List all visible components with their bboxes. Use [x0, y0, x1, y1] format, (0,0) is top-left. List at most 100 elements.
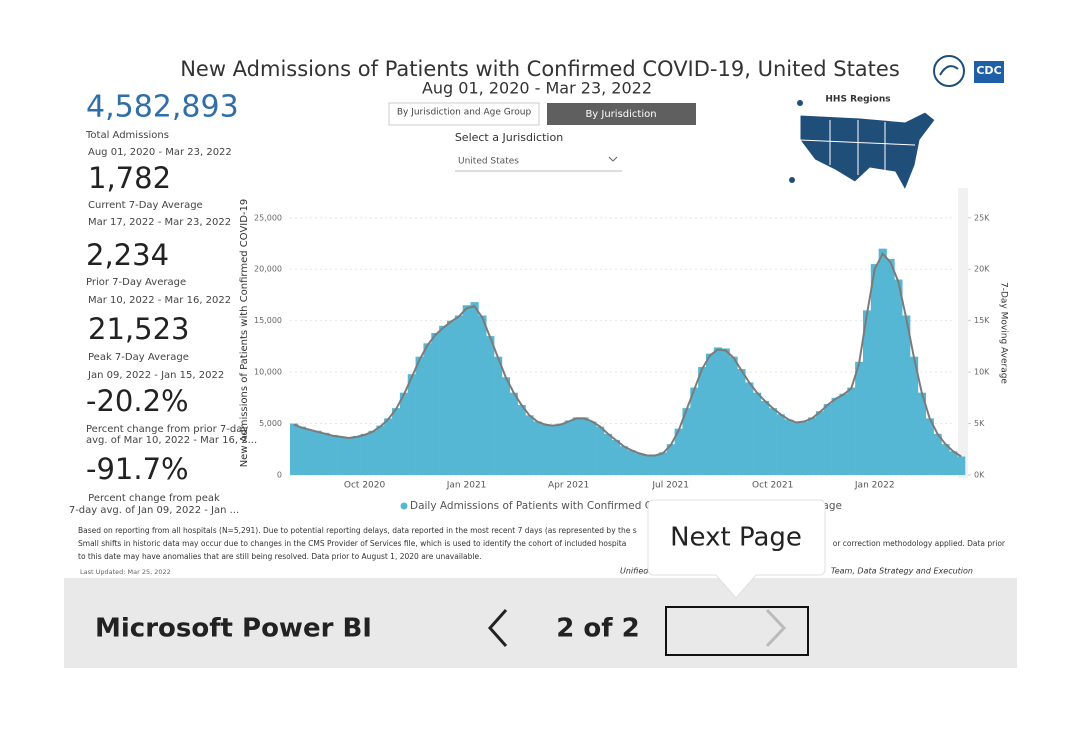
kpi-period: Mar 10, 2022 - Mar 16, 2022 [88, 295, 231, 306]
line [293, 252, 962, 458]
bar [713, 347, 722, 475]
bar [533, 421, 542, 475]
kpi-period: Aug 01, 2020 - Mar 23, 2022 [88, 147, 232, 158]
bar [517, 405, 526, 475]
bar [839, 393, 848, 475]
last-updated: Last Updated: Mar 25, 2022 [80, 568, 171, 576]
kpi-label: avg. of Mar 10, 2022 - Mar 16, 2... [86, 435, 257, 446]
y2-tick-label: 15K [974, 316, 990, 325]
map-territory [789, 177, 795, 183]
select-label: Select a Jurisdiction [455, 131, 563, 144]
scrollbar [958, 188, 968, 478]
x-tick-label: Oct 2021 [752, 481, 793, 491]
bar [344, 437, 354, 475]
kpi-period: Mar 17, 2022 - Mar 23, 2022 [88, 217, 231, 228]
bar [603, 433, 613, 475]
x-tick-label: Jan 2022 [854, 481, 895, 491]
kpi-value: 2,234 [86, 238, 169, 272]
bar [878, 248, 887, 475]
kpi-value: -20.2% [86, 384, 189, 418]
credit: Team, Data Strategy and Execution [831, 567, 973, 576]
cdc-logo-text: CDC [976, 64, 1001, 77]
bar [501, 377, 511, 475]
bar [910, 356, 919, 475]
bar [705, 353, 715, 475]
credit: Unified [620, 567, 649, 576]
bar [847, 387, 856, 475]
kpi-value: -91.7% [86, 452, 189, 486]
tab[interactable] [388, 102, 540, 126]
bar [651, 455, 660, 475]
footer-bar [64, 578, 1017, 668]
dropdown[interactable] [455, 156, 622, 172]
y-tick-label: 0 [277, 471, 282, 480]
footnote: Small shifts in historic data may occur … [78, 539, 626, 548]
y2-axis-title: 7-Day Moving Average [999, 282, 1009, 384]
bar [666, 444, 675, 475]
bar [760, 400, 770, 475]
footnote: Based on reporting from all hospitals (N… [78, 526, 637, 535]
bar [619, 446, 628, 475]
next-page-button[interactable] [665, 606, 809, 656]
bar [384, 418, 393, 475]
bar [305, 429, 314, 475]
legend-label: Daily Admissions of Patients with Confir… [410, 500, 696, 512]
kpi-label: Prior 7-Day Average [86, 277, 186, 288]
tab-active[interactable] [547, 103, 696, 125]
title: New Admissions of Patients with Confirme… [180, 57, 900, 81]
bar [698, 366, 707, 475]
bar [399, 392, 409, 475]
bar [768, 408, 777, 475]
bar [721, 348, 730, 475]
x-tick-label: Apr 2021 [548, 481, 589, 491]
bar [525, 415, 534, 475]
bar [290, 423, 299, 475]
page-indicator: 2 of 2 [556, 614, 639, 644]
footnote: or correction methodology applied. Data … [833, 539, 1006, 548]
bar [862, 310, 872, 475]
bar [933, 433, 942, 475]
bar [297, 426, 306, 475]
bar [627, 450, 636, 475]
bar [776, 414, 785, 475]
kpi-period: Jan 09, 2022 - Jan 15, 2022 [87, 370, 224, 381]
y-axis-title: New Admissions of Patients with Confirme… [239, 199, 250, 468]
bar [753, 392, 762, 475]
bar [541, 424, 550, 475]
bar [800, 421, 809, 475]
bar [855, 361, 864, 475]
subtitle: Aug 01, 2020 - Mar 23, 2022 [422, 79, 652, 98]
dropdown-value: United States [458, 157, 519, 167]
bar [415, 356, 424, 475]
map-title: HHS Regions [825, 95, 890, 105]
bar [572, 417, 581, 475]
bar [784, 419, 793, 475]
bar [792, 422, 801, 475]
kpi-label: Percent change from peak [88, 493, 220, 504]
bar [831, 397, 840, 475]
bar [470, 302, 479, 475]
bar [321, 432, 330, 475]
hhs-logo [933, 55, 965, 87]
kpi-value: 1,782 [88, 161, 171, 195]
bar [745, 382, 754, 475]
bar [894, 279, 903, 475]
y2-tick-label: 20K [974, 265, 990, 274]
bar [431, 333, 440, 475]
prev-page[interactable] [487, 609, 508, 647]
hhs-map[interactable] [799, 111, 936, 192]
bar [957, 456, 966, 475]
bar [674, 428, 683, 475]
footnote: to this date may have anomalies that are… [78, 552, 481, 561]
tab-label: By Jurisdiction and Age Group [397, 108, 532, 118]
bar [509, 392, 518, 475]
bar [596, 426, 605, 475]
kpi-value: 4,582,893 [86, 90, 239, 125]
y2-tick-label: 10K [974, 368, 990, 377]
bar [808, 417, 817, 475]
bar [549, 425, 558, 475]
bar [556, 423, 566, 475]
bar [917, 392, 927, 475]
